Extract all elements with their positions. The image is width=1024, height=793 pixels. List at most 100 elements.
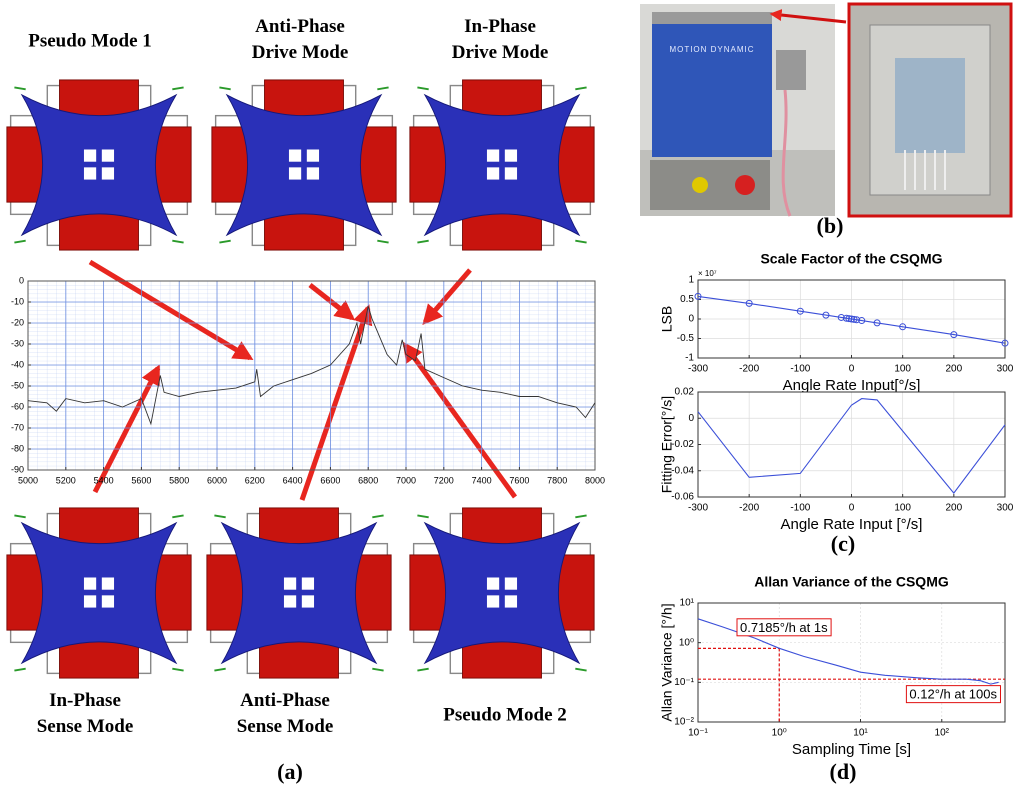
mode-picture — [205, 506, 393, 680]
x-tick-label: -100 — [790, 364, 810, 375]
data-point — [873, 319, 881, 327]
y-tick-label: 0 — [19, 275, 24, 285]
y-tick-label: 1 — [688, 275, 694, 286]
y-axis-label: Fitting Error[°/s] — [659, 396, 675, 493]
data-point — [850, 315, 858, 323]
x-tick-label: 5400 — [94, 475, 114, 485]
annotation: 0.7185°/h at 1s — [740, 620, 828, 635]
mode-label: In-Phase Sense Mode — [37, 690, 134, 737]
x-tick-label: 7600 — [509, 475, 529, 485]
x-tick-label: 100 — [894, 503, 911, 514]
plot-frame — [697, 602, 1006, 723]
x-tick-label: 200 — [945, 503, 962, 514]
x-tick-label: 0 — [849, 364, 855, 375]
data-point — [853, 316, 861, 324]
mode-picture — [408, 78, 596, 252]
y-tick-label: 10⁰ — [679, 637, 694, 648]
x-tick-label: 6400 — [283, 475, 303, 485]
y-tick-label: 0 — [688, 413, 694, 424]
x-tick-label: 6200 — [245, 475, 265, 485]
x-axis-label: Sampling Time [s] — [792, 741, 911, 758]
x-tick-label: 8000 — [585, 475, 605, 485]
y-tick-label: -80 — [11, 443, 24, 453]
data-point — [796, 307, 804, 315]
x-tick-label: -300 — [688, 364, 708, 375]
mode-label: Pseudo Mode 2 — [443, 704, 567, 725]
photo-brand: Motion Dynamic — [669, 45, 754, 54]
y-tick-label: 0 — [688, 314, 694, 325]
y-tick-label: -0.5 — [677, 333, 695, 344]
x-tick-label: 5800 — [169, 475, 189, 485]
y-tick-label: -20 — [11, 317, 24, 327]
plot-frame — [697, 279, 1006, 359]
x-tick-label: 300 — [997, 503, 1014, 514]
y-tick-label: -50 — [11, 380, 24, 390]
mode-label: Anti-Phase Sense Mode — [237, 690, 334, 737]
data-line — [697, 618, 999, 685]
y-multiplier: × 10⁷ — [698, 269, 717, 278]
y-axis-label: LSB — [659, 306, 675, 332]
y-axis-label: Allan Variance [°/h] — [659, 603, 675, 721]
y-tick-label: -10 — [11, 296, 24, 306]
data-point — [858, 317, 866, 325]
mode-label: Anti-Phase Drive Mode — [252, 16, 349, 63]
chart-title: Allan Variance of the CSQMG — [754, 574, 949, 590]
arrows — [88, 259, 518, 501]
data-point — [694, 292, 702, 300]
data-point — [745, 299, 753, 307]
mode-picture — [210, 78, 398, 252]
panel-label: (c) — [831, 531, 855, 556]
y-tick-label: -40 — [11, 359, 24, 369]
data-point — [822, 311, 830, 319]
y-tick-label: 10¹ — [680, 598, 695, 609]
y-tick-label: 10⁻¹ — [674, 677, 694, 688]
annotation-box — [736, 618, 832, 637]
panel-label: (d) — [830, 759, 857, 784]
x-tick-label: 6800 — [358, 475, 378, 485]
mode-picture — [5, 506, 193, 680]
data-point — [842, 314, 850, 322]
x-tick-label: -300 — [688, 503, 708, 514]
plot-frame — [697, 391, 1006, 498]
y-tick-label: -30 — [11, 338, 24, 348]
data-point — [899, 323, 907, 331]
panel-label: (a) — [277, 759, 303, 784]
y-tick-label: -0.06 — [671, 492, 694, 503]
data-point — [848, 315, 855, 323]
mode-label: In-Phase Drive Mode — [452, 16, 549, 63]
data-point — [950, 331, 958, 339]
y-tick-label: -70 — [11, 422, 24, 432]
y-tick-label: 0.5 — [680, 294, 694, 305]
data-line — [697, 398, 1006, 494]
x-tick-label: 0 — [849, 503, 855, 514]
y-tick-label: 10⁻² — [674, 717, 694, 728]
x-tick-label: 10⁻¹ — [688, 728, 708, 739]
plot-area — [28, 281, 595, 470]
x-axis-label: Angle Rate Input[°/s] — [783, 377, 921, 394]
x-tick-label: 100 — [894, 364, 911, 375]
x-tick-label: 7400 — [472, 475, 492, 485]
y-tick-label: -0.02 — [671, 439, 694, 450]
x-tick-label: -200 — [739, 503, 759, 514]
y-tick-label: -0.04 — [671, 465, 694, 476]
data-point — [1001, 339, 1009, 347]
x-tick-label: 5600 — [131, 475, 151, 485]
x-axis-label: Angle Rate Input [°/s] — [781, 516, 923, 533]
plot-frame — [27, 280, 596, 471]
x-tick-label: 7000 — [396, 475, 416, 485]
x-tick-label: 7200 — [434, 475, 454, 485]
data-point — [845, 315, 853, 323]
x-tick-label: 10² — [935, 728, 950, 739]
mode-label: Pseudo Mode 1 — [28, 30, 152, 51]
x-tick-label: 7800 — [547, 475, 567, 485]
panel-label: (b) — [817, 213, 844, 238]
x-tick-label: 10¹ — [853, 728, 868, 739]
x-tick-label: 5200 — [56, 475, 76, 485]
data-line — [27, 306, 596, 426]
y-tick-label: 0.02 — [675, 387, 695, 398]
photo: Motion Dynamic — [640, 2, 1013, 218]
mode-picture — [5, 78, 193, 252]
x-tick-label: 300 — [997, 364, 1014, 375]
x-tick-label: 200 — [945, 364, 962, 375]
mode-picture — [408, 506, 596, 680]
